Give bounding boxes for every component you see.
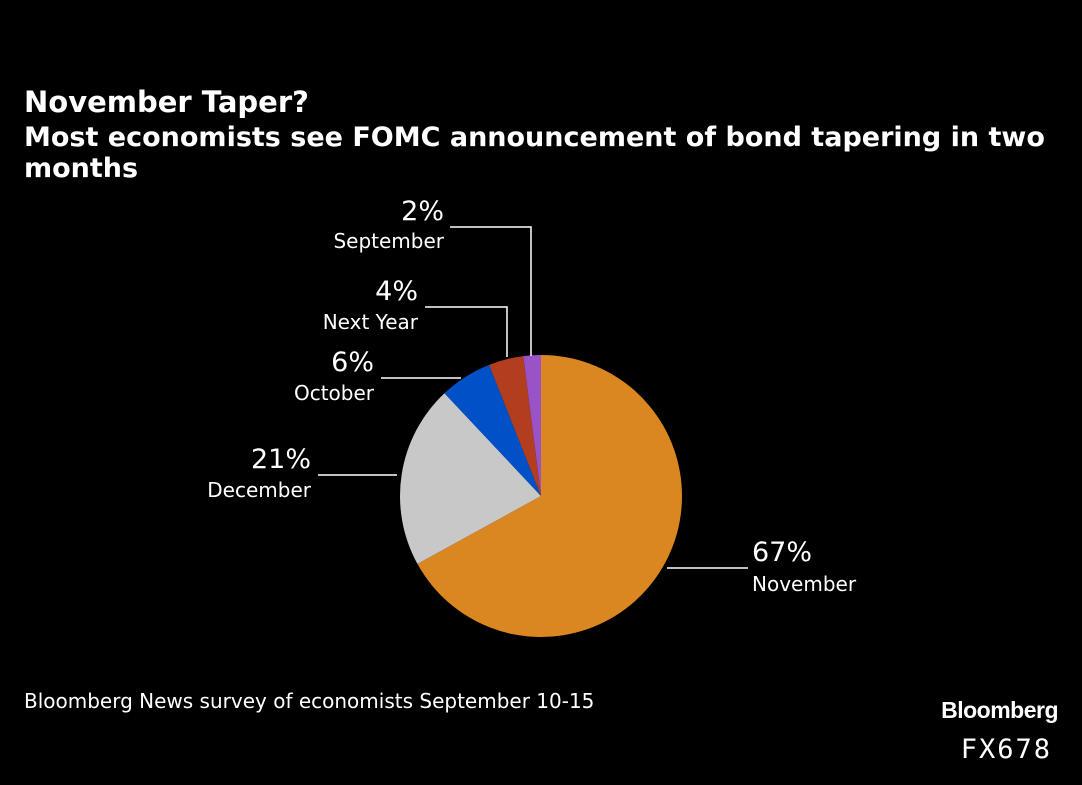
- chart-subtitle: Most economists see FOMC announcement of…: [24, 122, 1045, 184]
- value-label-next-year: 4%: [375, 276, 418, 307]
- chart-title: November Taper?: [24, 85, 309, 119]
- pie-slice-september: [523, 355, 541, 496]
- bloomberg-logo: Bloomberg: [941, 697, 1058, 723]
- category-label-october: October: [294, 381, 375, 405]
- value-label-december: 21%: [251, 444, 311, 475]
- pie-slice-october: [444, 364, 541, 496]
- pie-slices: [400, 355, 683, 637]
- category-label-september: September: [333, 229, 444, 253]
- pie-slice-november: [417, 355, 683, 637]
- source-note: Bloomberg News survey of economists Sept…: [24, 689, 595, 713]
- value-label-september: 2%: [401, 196, 444, 227]
- leader-line-september: [450, 226, 532, 356]
- slice-labels: 67% November 21% December 6% October 4% Next Ye…: [207, 196, 857, 596]
- value-label-november: 67%: [752, 537, 812, 568]
- leader-line-next-year: [425, 306, 508, 357]
- leader-lines: [318, 226, 748, 569]
- category-label-november: November: [752, 572, 857, 596]
- chart-code: FX678: [960, 734, 1052, 765]
- value-label-october: 6%: [331, 347, 374, 378]
- category-label-december: December: [207, 478, 311, 502]
- pie-slice-december: [400, 393, 541, 564]
- pie-slice-next-year: [489, 356, 541, 496]
- category-label-next-year: Next Year: [323, 310, 419, 334]
